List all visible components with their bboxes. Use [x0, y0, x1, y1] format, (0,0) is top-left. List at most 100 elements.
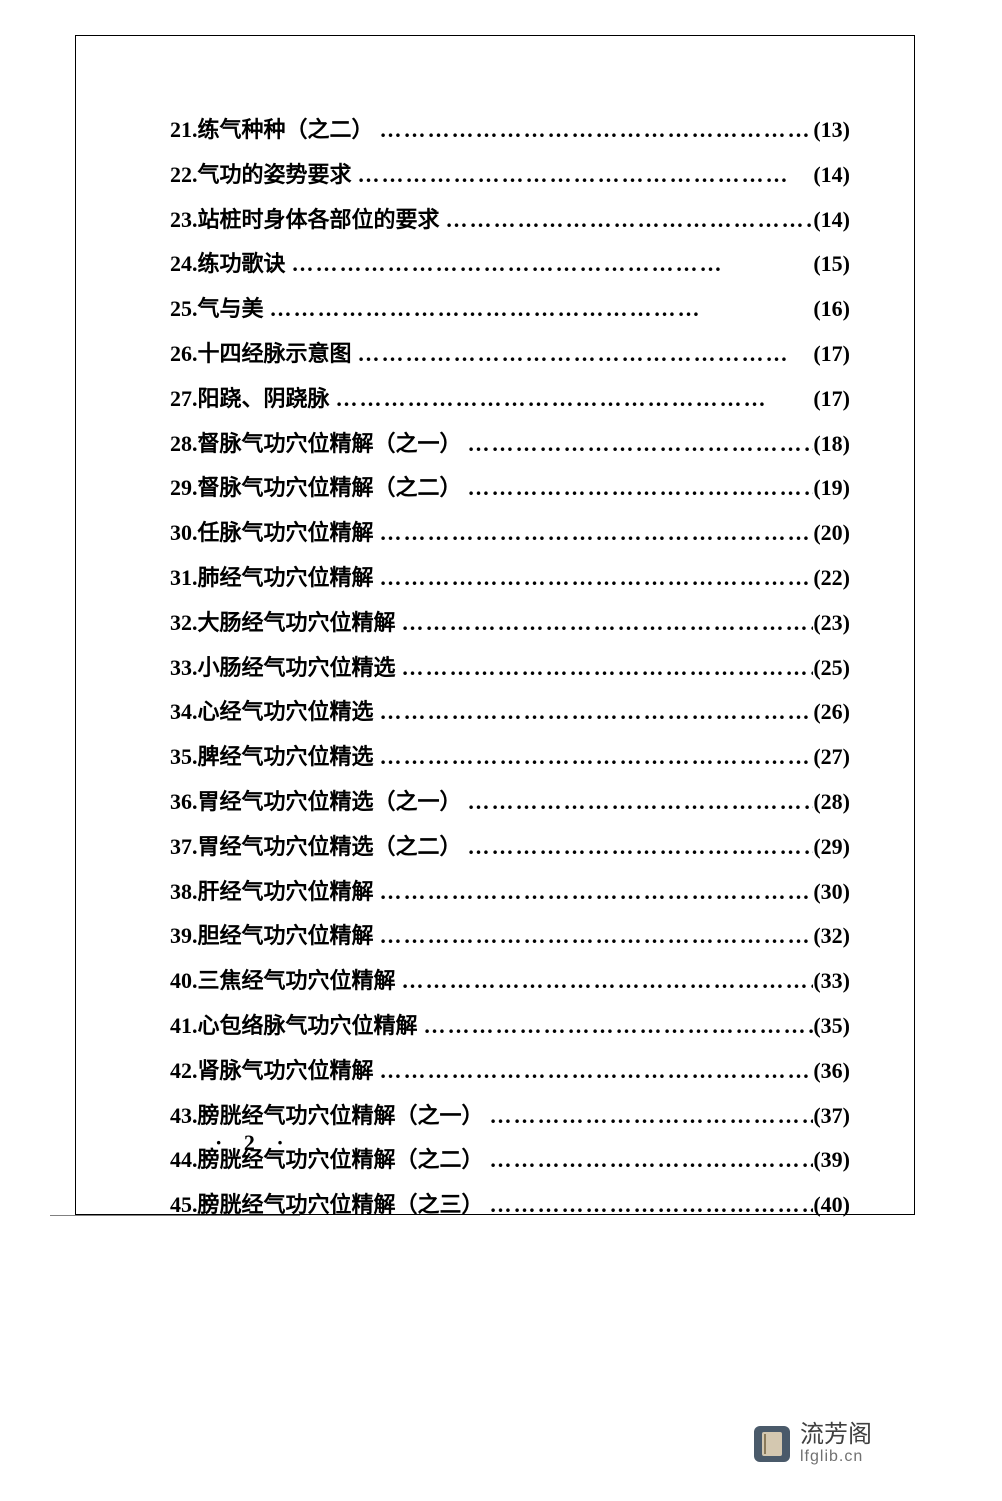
entry-title: 肝经气功穴位精解 [198, 877, 374, 908]
watermark: 流芳阁 lfglib.cn [754, 1422, 872, 1466]
entry-number: 42. [170, 1056, 198, 1087]
watermark-icon [754, 1426, 790, 1462]
entry-page: (13) [813, 115, 850, 146]
entry-leader-dots: ……………………………………………… [396, 653, 814, 684]
entry-leader-dots: ……………………………………………… [374, 1056, 814, 1087]
entry-page: (14) [813, 160, 850, 191]
entry-title: 心经气功穴位精选 [198, 697, 374, 728]
entry-number: 32. [170, 608, 198, 639]
entry-leader-dots: ……………………………………………… [374, 697, 814, 728]
entry-leader-dots: ……………………………………………… [374, 518, 814, 549]
entry-page: (27) [813, 742, 850, 773]
toc-entry: 45.膀胱经气功穴位精解（之三）………………………………………………(40) [170, 1190, 850, 1221]
entry-page: (26) [813, 697, 850, 728]
entry-number: 43. [170, 1101, 198, 1132]
entry-page: (15) [813, 249, 850, 280]
toc-entry: 33.小肠经气功穴位精选………………………………………………(25) [170, 653, 850, 684]
entry-title: 任脉气功穴位精解 [198, 518, 374, 549]
entry-title: 肺经气功穴位精解 [198, 563, 374, 594]
entry-title: 练气种种（之二） [198, 115, 374, 146]
entry-page: (36) [813, 1056, 850, 1087]
entry-title: 心包络脉气功穴位精解 [198, 1011, 418, 1042]
watermark-title: 流芳阁 [800, 1422, 872, 1448]
entry-number: 38. [170, 877, 198, 908]
entry-number: 30. [170, 518, 198, 549]
entry-title: 大肠经气功穴位精解 [198, 608, 396, 639]
entry-number: 40. [170, 966, 198, 997]
entry-page: (25) [813, 653, 850, 684]
entry-page: (39) [813, 1145, 850, 1176]
entry-leader-dots: ……………………………………………… [352, 160, 814, 191]
entry-leader-dots: ……………………………………………… [396, 608, 814, 639]
entry-page: (28) [813, 787, 850, 818]
entry-title: 肾脉气功穴位精解 [198, 1056, 374, 1087]
entry-leader-dots: ……………………………………………… [418, 1011, 814, 1042]
entry-title: 十四经脉示意图 [198, 339, 352, 370]
entry-number: 26. [170, 339, 198, 370]
toc-entry: 31.肺经气功穴位精解………………………………………………(22) [170, 563, 850, 594]
entry-number: 33. [170, 653, 198, 684]
entry-leader-dots: ……………………………………………… [374, 877, 814, 908]
entry-page: (18) [813, 429, 850, 460]
toc-entry: 38.肝经气功穴位精解………………………………………………(30) [170, 877, 850, 908]
entry-page: (37) [813, 1101, 850, 1132]
entry-page: (19) [813, 473, 850, 504]
entry-page: (33) [813, 966, 850, 997]
toc-entry: 43.膀胱经气功穴位精解（之一）………………………………………………(37) [170, 1101, 850, 1132]
entry-leader-dots: ……………………………………………… [374, 115, 814, 146]
page-number: · 2 · [215, 1130, 292, 1156]
entry-page: (32) [813, 921, 850, 952]
entry-leader-dots: ……………………………………………… [440, 205, 814, 236]
entry-number: 22. [170, 160, 198, 191]
entry-title: 督脉气功穴位精解（之二） [198, 473, 462, 504]
entry-title: 阳跷、阴跷脉 [198, 384, 330, 415]
entry-leader-dots: ……………………………………………… [374, 921, 814, 952]
entry-leader-dots: ……………………………………………… [396, 966, 814, 997]
toc-entry: 35.脾经气功穴位精选………………………………………………(27) [170, 742, 850, 773]
entry-number: 41. [170, 1011, 198, 1042]
toc-entry: 24.练功歌诀………………………………………………(15) [170, 249, 850, 280]
toc-entry: 42.肾脉气功穴位精解………………………………………………(36) [170, 1056, 850, 1087]
entry-number: 27. [170, 384, 198, 415]
entry-number: 37. [170, 832, 198, 863]
entry-title: 膀胱经气功穴位精解（之一） [198, 1101, 484, 1132]
entry-title: 小肠经气功穴位精选 [198, 653, 396, 684]
toc-entry: 29.督脉气功穴位精解（之二）………………………………………………(19) [170, 473, 850, 504]
book-icon [762, 1432, 782, 1456]
entry-leader-dots: ……………………………………………… [484, 1145, 814, 1176]
entry-title: 气与美 [198, 294, 264, 325]
entry-number: 39. [170, 921, 198, 952]
toc-entry: 30.任脉气功穴位精解………………………………………………(20) [170, 518, 850, 549]
entry-leader-dots: ……………………………………………… [352, 339, 814, 370]
entry-title: 膀胱经气功穴位精解（之三） [198, 1190, 484, 1221]
entry-title: 三焦经气功穴位精解 [198, 966, 396, 997]
scan-artifact-line [50, 1215, 300, 1216]
entry-page: (17) [813, 384, 850, 415]
watermark-text: 流芳阁 lfglib.cn [800, 1422, 872, 1466]
toc-entry: 26.十四经脉示意图………………………………………………(17) [170, 339, 850, 370]
toc-entry: 25.气与美………………………………………………(16) [170, 294, 850, 325]
toc-entry: 34.心经气功穴位精选………………………………………………(26) [170, 697, 850, 728]
entry-leader-dots: ……………………………………………… [462, 787, 814, 818]
entry-page: (22) [813, 563, 850, 594]
entry-number: 28. [170, 429, 198, 460]
toc-entry: 36.胃经气功穴位精选（之一）………………………………………………(28) [170, 787, 850, 818]
entry-number: 44. [170, 1145, 198, 1176]
watermark-url: lfglib.cn [800, 1448, 872, 1466]
entry-number: 35. [170, 742, 198, 773]
entry-page: (40) [813, 1190, 850, 1221]
entry-number: 24. [170, 249, 198, 280]
entry-title: 脾经气功穴位精选 [198, 742, 374, 773]
toc-entry: 23.站桩时身体各部位的要求………………………………………………(14) [170, 205, 850, 236]
entry-number: 25. [170, 294, 198, 325]
entry-leader-dots: ……………………………………………… [462, 473, 814, 504]
toc-entry: 39.胆经气功穴位精解………………………………………………(32) [170, 921, 850, 952]
toc-entry: 40.三焦经气功穴位精解………………………………………………(33) [170, 966, 850, 997]
toc-entry: 27.阳跷、阴跷脉………………………………………………(17) [170, 384, 850, 415]
toc-entry: 32.大肠经气功穴位精解………………………………………………(23) [170, 608, 850, 639]
entry-page: (30) [813, 877, 850, 908]
entry-title: 督脉气功穴位精解（之一） [198, 429, 462, 460]
entry-title: 练功歌诀 [198, 249, 286, 280]
entry-number: 45. [170, 1190, 198, 1221]
entry-title: 气功的姿势要求 [198, 160, 352, 191]
